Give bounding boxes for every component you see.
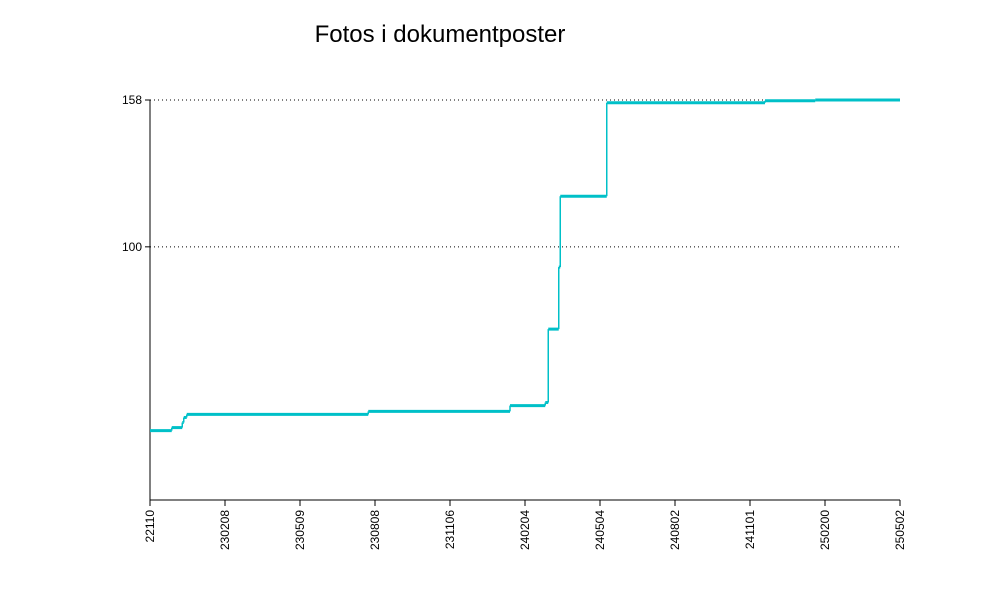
x-tick-label: 250502 bbox=[893, 510, 907, 550]
y-tick-label: 100 bbox=[122, 240, 142, 254]
x-tick-label: 230208 bbox=[218, 510, 232, 550]
x-tick-label: 250200 bbox=[818, 510, 832, 550]
chart-title: Fotos i dokumentposter bbox=[315, 21, 566, 48]
x-tick-label: 240504 bbox=[593, 510, 607, 550]
x-tick-label: 240802 bbox=[668, 510, 682, 550]
x-tick-label: 230509 bbox=[293, 510, 307, 550]
y-tick-label: 158 bbox=[122, 93, 142, 107]
x-tick-label: 22110 bbox=[143, 510, 157, 543]
x-tick-label: 230808 bbox=[368, 510, 382, 550]
x-tick-label: 240204 bbox=[518, 510, 532, 550]
x-tick-label: 241101 bbox=[743, 510, 757, 549]
x-tick-label: 231106 bbox=[443, 510, 457, 549]
